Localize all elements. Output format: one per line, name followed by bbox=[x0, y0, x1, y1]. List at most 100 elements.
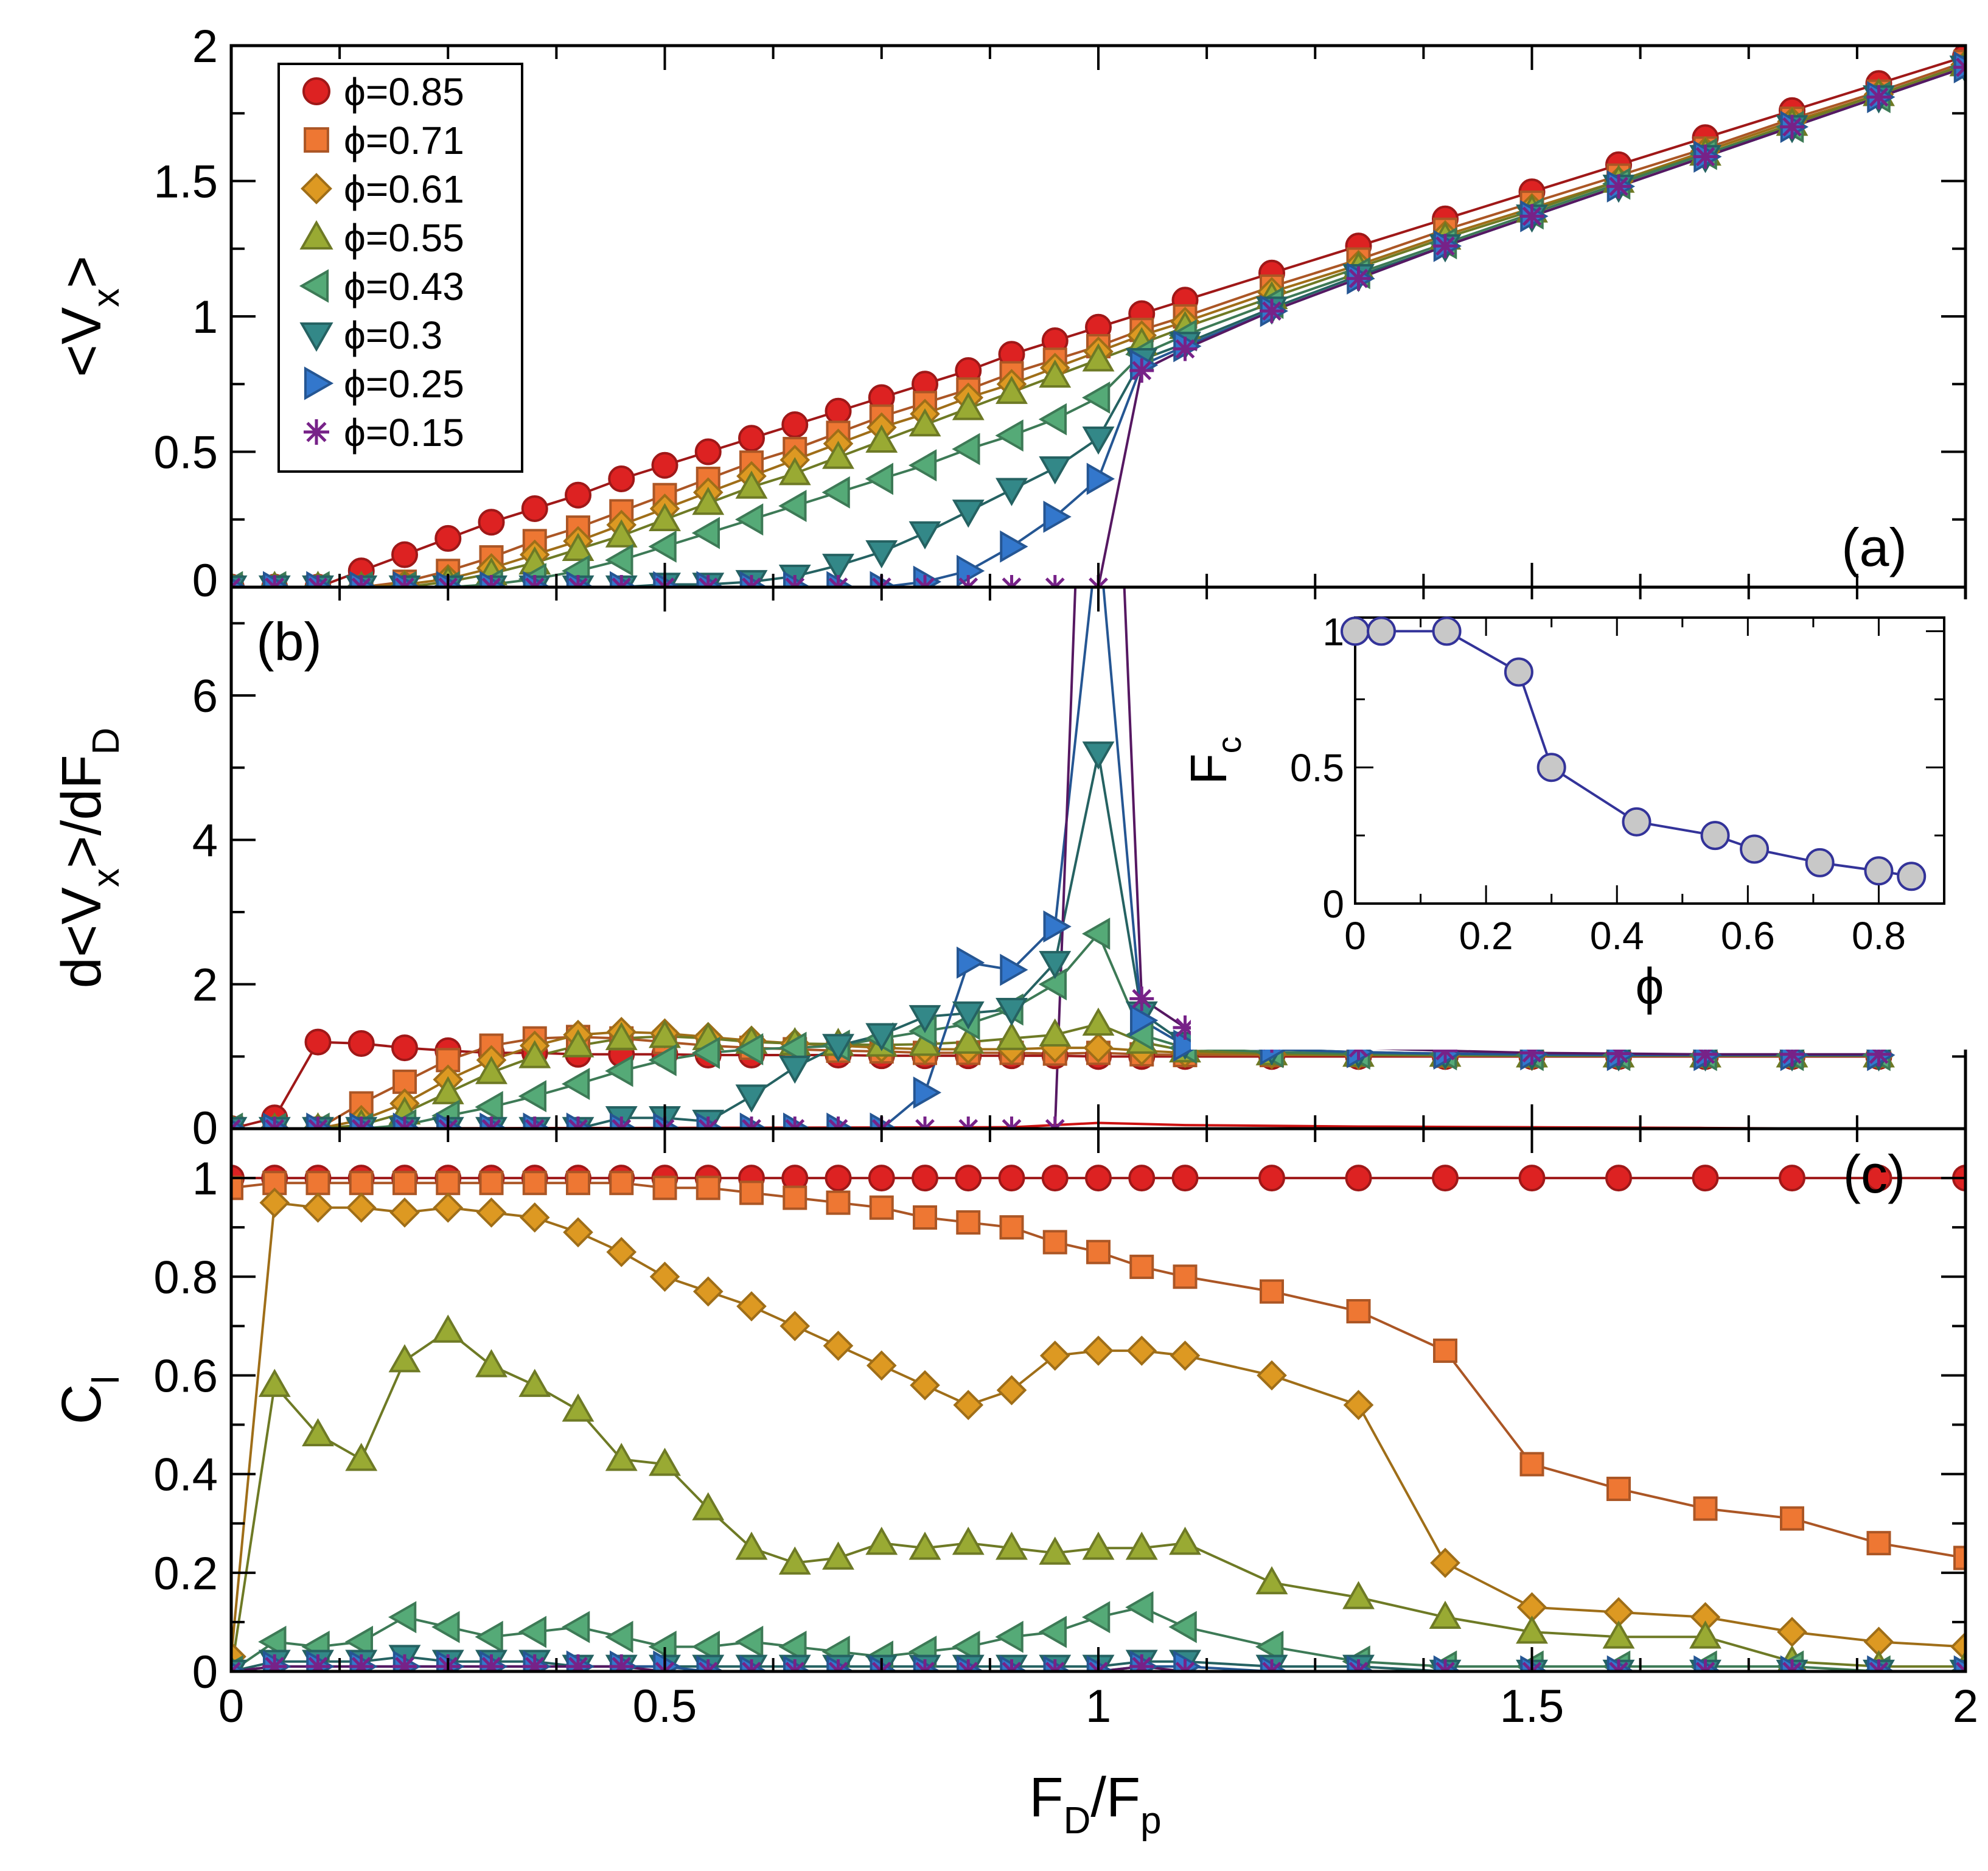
data-point bbox=[649, 1020, 681, 1048]
data-point bbox=[956, 1117, 981, 1129]
data-point bbox=[1042, 1659, 1067, 1671]
star-stroke bbox=[1175, 1662, 1188, 1671]
data-point bbox=[1519, 1452, 1544, 1477]
star-stroke bbox=[310, 1656, 328, 1671]
y-tick-label: 0.2 bbox=[153, 1548, 218, 1600]
data-point bbox=[1083, 1336, 1114, 1366]
star-stroke bbox=[966, 577, 978, 587]
data-point bbox=[1606, 174, 1631, 199]
data-point bbox=[652, 1176, 677, 1200]
data-point bbox=[952, 1527, 985, 1555]
y-tick-label: 1 bbox=[192, 1153, 218, 1205]
inset-data-point bbox=[1622, 807, 1651, 837]
data-point bbox=[908, 449, 937, 482]
data-point bbox=[952, 1025, 985, 1054]
star-stroke bbox=[395, 577, 407, 587]
data-point bbox=[478, 509, 505, 536]
data-point bbox=[999, 1659, 1024, 1671]
data-point bbox=[258, 1368, 291, 1397]
data-point bbox=[391, 1034, 418, 1062]
star-stroke bbox=[528, 1656, 545, 1671]
data-point bbox=[388, 1601, 417, 1634]
data-point bbox=[1000, 530, 1028, 563]
data-point bbox=[479, 1654, 504, 1671]
star-stroke bbox=[792, 1119, 805, 1129]
data-point bbox=[258, 1625, 287, 1658]
inset-x-tick-label: 0.6 bbox=[1721, 914, 1775, 958]
panel-c-tag: (c) bbox=[1843, 1144, 1906, 1204]
data-point bbox=[735, 1084, 768, 1113]
data-point bbox=[562, 1393, 595, 1422]
data-point bbox=[1042, 575, 1067, 587]
star-stroke bbox=[351, 1119, 364, 1129]
star-stroke bbox=[958, 1119, 971, 1129]
star-stroke bbox=[576, 577, 588, 587]
data-point bbox=[739, 1180, 764, 1205]
inset-background bbox=[1191, 599, 1969, 1050]
data-point bbox=[651, 451, 678, 479]
data-point bbox=[1082, 741, 1115, 770]
star-stroke bbox=[489, 577, 501, 587]
star-stroke bbox=[655, 1662, 668, 1671]
data-point bbox=[778, 457, 811, 486]
data-point bbox=[518, 1368, 551, 1397]
y-tick-label: 1 bbox=[192, 291, 218, 343]
data-point bbox=[609, 1171, 634, 1196]
inset-ylabel-main: F bbox=[1180, 753, 1237, 784]
star-stroke bbox=[1435, 1662, 1448, 1671]
data-point bbox=[995, 419, 1024, 452]
star-stroke bbox=[749, 1662, 761, 1671]
legend-marker bbox=[299, 269, 329, 303]
star-stroke bbox=[1609, 176, 1628, 197]
star-stroke bbox=[1053, 1119, 1065, 1129]
star-stroke bbox=[792, 1662, 805, 1671]
data-point bbox=[431, 1314, 464, 1343]
inset-data-point bbox=[1504, 657, 1533, 687]
data-point bbox=[734, 1625, 764, 1658]
star-stroke bbox=[1443, 1662, 1455, 1671]
star-stroke bbox=[272, 577, 285, 587]
data-point bbox=[302, 1192, 333, 1223]
data-point bbox=[692, 487, 725, 515]
data-point bbox=[955, 1165, 982, 1192]
data-point bbox=[783, 1659, 807, 1671]
star-stroke bbox=[742, 577, 754, 587]
data-point bbox=[475, 1090, 503, 1123]
star-stroke bbox=[1002, 1662, 1014, 1671]
legend-entry-label: ϕ=0.3 bbox=[344, 313, 442, 357]
star-stroke bbox=[315, 577, 328, 587]
data-point bbox=[1255, 1566, 1288, 1595]
data-point bbox=[346, 1192, 377, 1223]
data-point bbox=[913, 1205, 937, 1230]
data-point bbox=[1429, 1600, 1462, 1629]
data-point bbox=[783, 1185, 807, 1210]
data-point bbox=[696, 575, 720, 587]
data-point bbox=[909, 1531, 941, 1560]
legend-marker bbox=[304, 419, 329, 445]
ylabel-end: > bbox=[51, 256, 113, 288]
star-stroke bbox=[742, 1119, 754, 1129]
data-point bbox=[605, 544, 633, 576]
data-point bbox=[302, 1418, 334, 1447]
star-stroke bbox=[525, 577, 537, 587]
data-point bbox=[865, 462, 893, 495]
data-point bbox=[865, 1023, 898, 1051]
data-point bbox=[347, 1030, 375, 1057]
data-point bbox=[1170, 1340, 1201, 1371]
inset-data-point bbox=[1536, 753, 1566, 782]
y-tick-label: 0 bbox=[192, 555, 218, 607]
data-point bbox=[734, 503, 764, 536]
inset-y-tick-label: 0 bbox=[1322, 882, 1344, 926]
star-stroke bbox=[445, 1119, 458, 1129]
data-point bbox=[825, 1165, 852, 1192]
star-stroke bbox=[1356, 1662, 1369, 1671]
legend-marker bbox=[299, 220, 333, 250]
data-point bbox=[561, 1611, 590, 1643]
data-point bbox=[1693, 1496, 1718, 1521]
data-point bbox=[305, 1117, 330, 1129]
star-stroke bbox=[359, 1119, 371, 1129]
star-stroke bbox=[397, 1656, 414, 1671]
star-stroke bbox=[1529, 1662, 1542, 1671]
data-point bbox=[1953, 55, 1965, 80]
data-point bbox=[1953, 1659, 1965, 1671]
